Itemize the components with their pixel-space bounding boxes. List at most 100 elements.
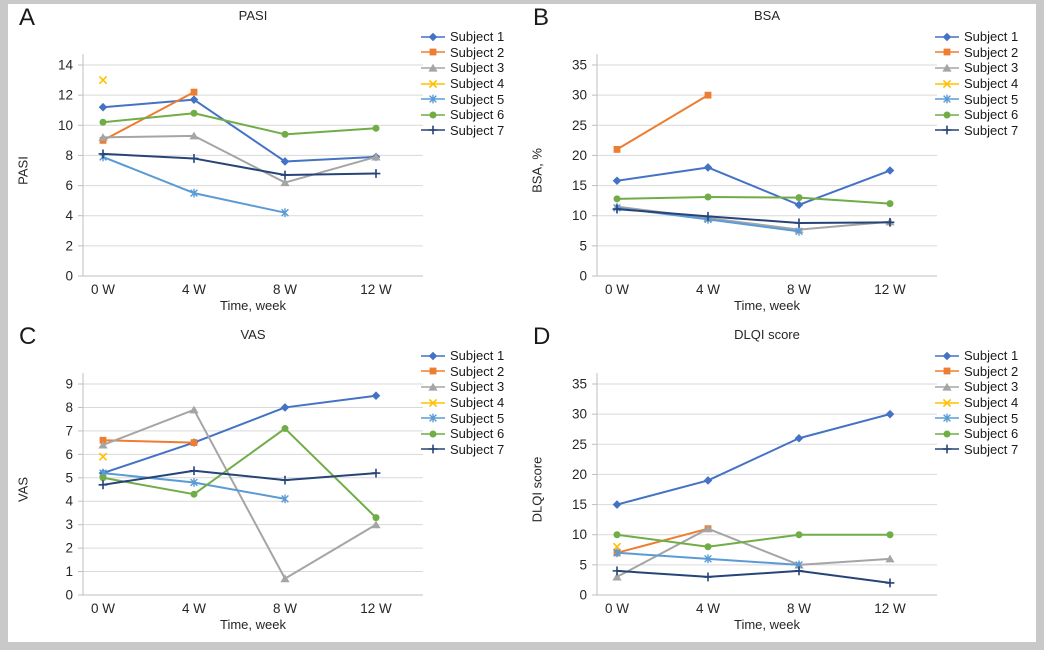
legend-item: Subject 3 [420,60,504,76]
legend-item: Subject 4 [934,76,1018,92]
legend-marker-icon [421,48,445,56]
y-tick-label: 20 [572,148,587,163]
y-tick-label: 4 [65,208,73,223]
series-line [102,134,377,184]
x-tick-label: 4 W [696,282,720,296]
legend-label: Subject 1 [450,29,505,45]
y-tick-label: 12 [58,88,73,103]
panel-label: B [533,4,550,31]
data-point-marker [281,494,289,504]
legend-marker [429,413,437,423]
legend-marker-icon [935,413,959,423]
legend-marker-icon [421,351,445,361]
data-point-marker [190,88,198,96]
legend-marker-icon [935,32,959,42]
legend-label: Subject 3 [450,379,505,395]
legend-marker-icon [421,32,445,42]
legend-marker-icon [935,382,959,391]
legend-marker-icon [935,125,959,135]
legend-marker-icon [935,367,959,375]
data-point-marker [371,169,381,178]
legend-marker [428,32,438,42]
data-point-marker [613,146,621,153]
y-tick-label: 30 [572,407,587,422]
y-tick-label: 8 [65,400,73,415]
series-line [102,91,195,142]
data-point-marker [794,200,804,210]
data-point-marker [794,218,804,228]
x-tick-label: 8 W [787,282,811,296]
legend-marker [942,32,952,42]
legend-marker [943,111,951,119]
legend-marker-icon [935,398,959,407]
x-tick-label: 12 W [360,601,392,615]
series-line [102,469,377,486]
series-line [102,439,195,444]
legend-item: Subject 1 [420,29,504,45]
data-point-marker [704,193,712,201]
legend-marker-icon [935,48,959,56]
data-point-marker [189,154,199,163]
legend-item: Subject 7 [934,442,1018,458]
data-point-marker [98,149,108,159]
legend-item: Subject 6 [934,426,1018,442]
legend-marker-icon [421,430,445,438]
y-tick-label: 7 [65,423,73,438]
legend-item: Subject 1 [934,348,1018,364]
data-point-marker [280,403,290,412]
legend-label: Subject 2 [450,363,505,379]
chart-title: DLQI score [734,327,800,342]
y-tick-label: 10 [572,527,587,542]
legend-marker [942,398,952,407]
legend-label: Subject 4 [964,76,1019,92]
y-tick-label: 25 [572,118,587,133]
data-point-marker [98,440,108,449]
legend-marker-icon [421,79,445,88]
legend-label: Subject 5 [964,91,1019,107]
y-tick-label: 0 [65,269,73,284]
legend-marker-icon [935,94,959,104]
data-point-marker [99,118,107,126]
legend-marker [429,367,437,375]
x-tick-label: 0 W [91,601,115,615]
legend-marker [943,430,951,438]
data-point-marker [189,95,199,104]
legend-marker [942,382,952,391]
y-tick-label: 15 [572,497,587,512]
series-line [102,394,377,475]
data-point-marker [98,452,108,461]
y-tick-label: 6 [65,178,73,193]
legend-marker [428,79,438,88]
legend-label: Subject 3 [964,60,1019,76]
chart-title: PASI [238,8,268,23]
legend-label: Subject 2 [450,44,505,60]
legend-marker-icon [421,125,445,135]
series-line [102,112,377,136]
legend-item: Subject 7 [420,123,504,139]
panel-label: A [19,4,36,31]
series-line [616,569,891,584]
x-tick-label: 8 W [787,601,811,615]
y-tick-label: 30 [572,88,587,103]
series-line [616,94,709,151]
panel-label: D [533,323,551,350]
data-point-marker [612,572,622,581]
y-tick-label: 0 [65,588,73,603]
data-point-marker [795,194,803,202]
legend-label: Subject 5 [450,410,505,426]
data-point-marker [281,130,289,138]
line-chart-plot: 0 5 10 15 20 25 30 35 0 W 4 W 8 W 12 W [572,54,937,296]
data-point-marker [372,514,380,522]
x-tick-label: 4 W [696,601,720,615]
data-point-marker [886,200,894,208]
legend-item: Subject 4 [934,395,1018,411]
data-point-marker [190,490,198,498]
legend-label: Subject 1 [964,29,1019,45]
data-point-marker [190,478,198,487]
legend-item: Subject 6 [420,426,504,442]
legend-marker [942,125,952,135]
legend-marker [429,430,437,438]
